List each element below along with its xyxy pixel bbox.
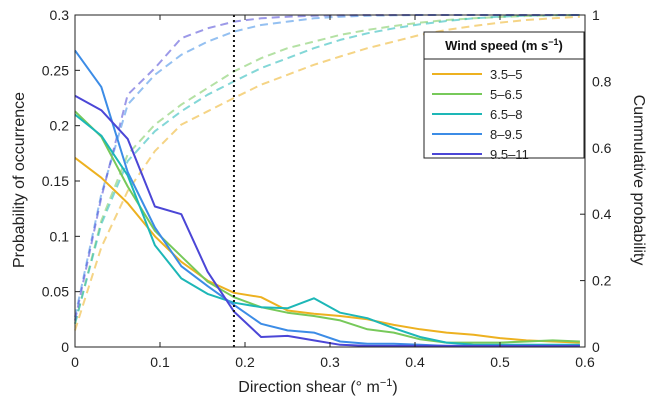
y-tick-label: 0.15 [42,173,69,189]
y-axis-label: Probability of occurrence [11,92,28,268]
y-tick-label: 0.05 [42,284,69,300]
cumulative-line-1 [74,15,580,331]
y-tick-label: 0.1 [50,228,70,244]
legend: Wind speed (m s−1) 3.5–5 5–6.5 6.5–8 8–9.5 9… [423,31,585,162]
cumulative-line-3 [74,14,580,325]
y2-tick-label: 0.2 [592,273,612,289]
probability-line-1 [74,157,580,344]
legend-label-5: 9.5–11 [490,147,529,162]
x-axis-label: Direction shear (° m−1) [238,377,397,396]
y2-tick-label: 0.8 [592,73,612,89]
legend-title-exponent: −1 [548,37,558,47]
y-tick-label: 0 [61,339,69,355]
axes-layer: 0 0.1 0.2 0.3 0.4 0.5 0.600.050.10.150.20.250.… [42,7,612,370]
probability-line-3 [74,113,580,346]
x-tick-label: 0.6 [575,354,595,370]
x-tick-label: 0 [71,354,79,370]
y-tick-label: 0.3 [50,7,70,23]
legend-label-3: 6.5–8 [490,107,523,122]
y-tick-label: 0.2 [50,118,70,134]
y2-tick-label: 0 [592,339,600,355]
legend-title-end: ) [559,38,563,53]
legend-label-4: 8–9.5 [490,127,523,142]
x-tick-label: 0.2 [235,354,255,370]
y2-tick-label: 1 [592,7,600,23]
x-tick-label: 0.3 [320,354,340,370]
y2-tick-label: 0.6 [592,140,612,156]
probability-line-5 [74,94,580,347]
y-tick-label: 0.25 [42,62,69,78]
x-tick-label: 0.1 [150,354,170,370]
x-tick-label: 0.5 [490,354,510,370]
legend-items: 3.5–5 5–6.5 6.5–8 8–9.5 9.5–11 [432,67,529,162]
legend-label-2: 5–6.5 [490,87,523,102]
x-tick-label: 0.4 [405,354,425,370]
x-axis-label-end: ) [392,379,397,396]
cumulative-line-2 [74,14,580,325]
y2-tick-label: 0.4 [592,206,612,222]
legend-label-1: 3.5–5 [490,67,523,82]
x-axis-label-exponent: −1 [380,377,393,389]
y2-axis-label: Cummulative probability [630,95,647,266]
legend-title: Wind speed (m s−1) [445,37,563,53]
